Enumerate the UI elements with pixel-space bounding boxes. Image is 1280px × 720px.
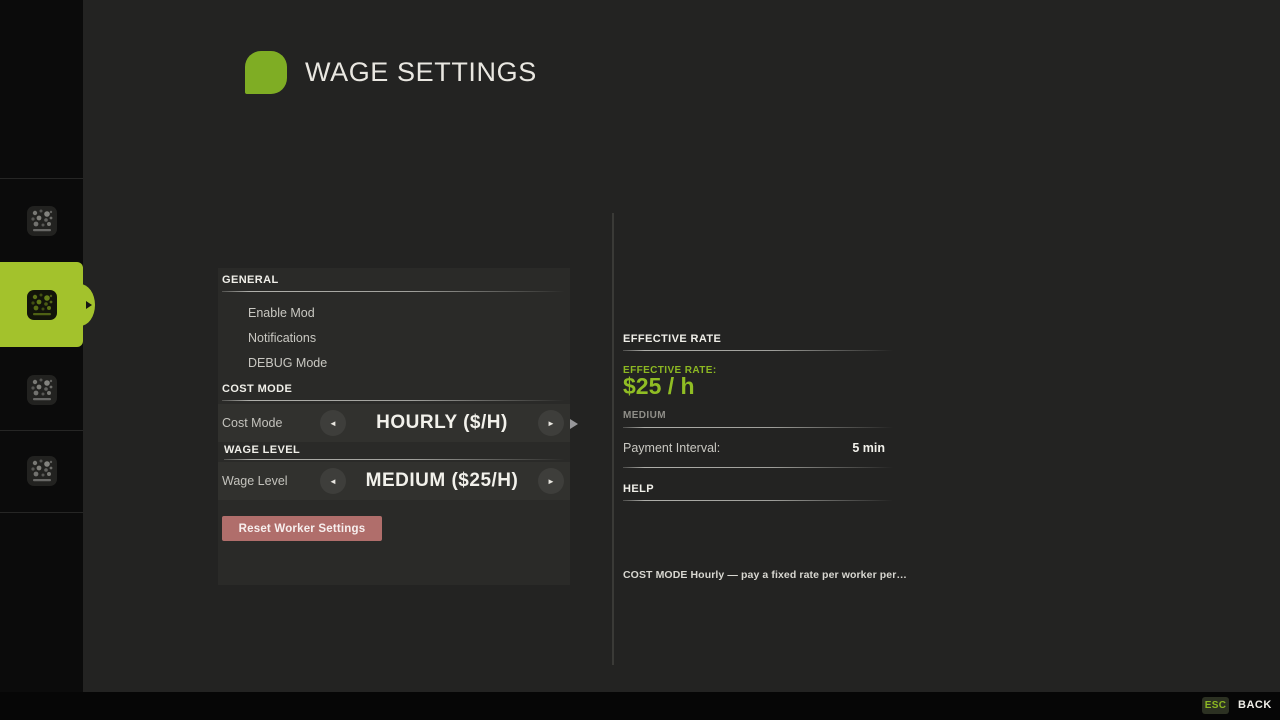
esc-key-badge[interactable]: ESC [1202,697,1229,714]
mod-thumbnail-icon [26,289,57,320]
sidebar-item-mod-1[interactable] [0,182,83,260]
mod-sidebar [0,0,95,720]
payment-interval-value: 5 min [852,441,885,455]
arrow-right-icon: ► [547,418,555,428]
cost-mode-label: Cost Mode [222,416,283,430]
wage-level-label: Wage Level [222,474,288,488]
section-underline [623,467,893,468]
section-underline [623,500,893,501]
wage-level-next-button[interactable]: ► [538,468,564,494]
mod-thumbnail-icon [26,456,57,486]
mod-logo-icon [245,51,287,94]
sidebar-divider [0,512,83,513]
arrow-left-icon: ◄ [329,418,337,428]
sidebar-divider [0,178,83,179]
cost-mode-value: HOURLY ($/H) [376,412,508,433]
section-underline [623,350,893,351]
cost-mode-next-button[interactable]: ► [538,410,564,436]
section-header-wage-level: WAGE LEVEL [224,444,301,456]
setting-notifications[interactable]: Notifications [248,331,317,345]
arrow-left-icon: ◄ [329,476,337,486]
section-underline [222,400,565,401]
effective-rate-value: $25 / h [623,373,695,399]
settings-panel: GENERAL Enable Mod Notifications DEBUG M… [218,268,570,585]
section-header-effective-rate: EFFECTIVE RATE [623,333,722,345]
wage-level-row: Wage Level ◄ MEDIUM ($25/H) ► [218,462,570,500]
setting-debug-mode[interactable]: DEBUG Mode [248,356,328,370]
wage-level-value: MEDIUM ($25/H) [365,470,519,491]
sidebar-item-mod-selected[interactable] [0,262,95,347]
section-header-cost-mode: COST MODE [222,383,293,395]
section-header-general: GENERAL [222,274,279,286]
cost-mode-prev-button[interactable]: ◄ [320,410,346,436]
payment-interval-label: Payment Interval: [623,441,721,455]
back-action-label[interactable]: BACK [1238,699,1272,711]
setting-enable-mod[interactable]: Enable Mod [248,306,315,320]
reset-worker-settings-button[interactable]: Reset Worker Settings [222,516,382,541]
selection-arrow-icon [86,300,92,309]
page-title: WAGE SETTINGS [305,57,537,87]
effective-rate-label: EFFECTIVE RATE: [623,365,717,376]
cursor-arrow-icon [570,419,578,429]
arrow-right-icon: ► [547,476,555,486]
help-text: COST MODE Hourly — pay a fixed rate per … [623,569,908,581]
section-header-help: HELP [623,483,654,495]
mod-thumbnail-icon [26,206,57,236]
sidebar-item-mod-3[interactable] [0,351,83,429]
mod-thumbnail-icon [26,375,57,405]
section-underline [623,427,893,428]
footer-bar: ESC BACK [0,692,1280,720]
sidebar-item-mod-4[interactable] [0,431,83,511]
panel-divider [612,213,614,665]
cost-mode-row: Cost Mode ◄ HOURLY ($/H) ► [218,404,570,442]
wage-level-badge: MEDIUM [623,410,666,421]
wage-level-prev-button[interactable]: ◄ [320,468,346,494]
sidebar-divider [0,430,83,431]
section-underline [222,291,565,292]
section-underline [224,459,565,460]
